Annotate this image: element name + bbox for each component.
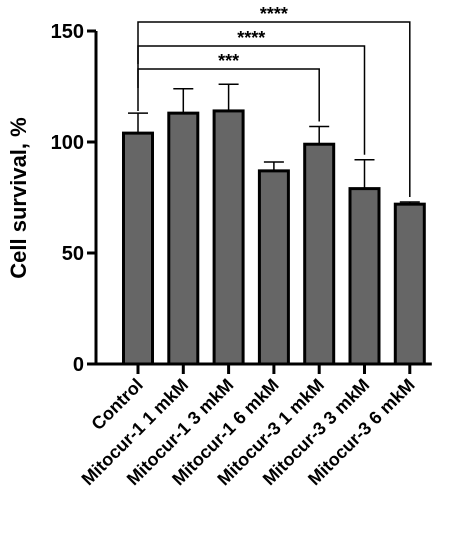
bar-6: [393, 202, 426, 366]
y-tick-label-150: 150: [51, 21, 84, 43]
significance-label-1: ****: [237, 28, 265, 48]
bar-0: [122, 131, 154, 366]
bar-2: [212, 109, 245, 366]
significance-bracket-0: [137, 68, 320, 122]
bar-5: [348, 187, 381, 366]
significance-bracket-2: [137, 21, 411, 197]
bar-1: [167, 111, 200, 366]
bar-4: [303, 142, 336, 366]
chart-significance: [137, 21, 411, 197]
significance-label-2: ****: [260, 4, 288, 24]
significance-label-0: ***: [218, 51, 239, 71]
chart-error-bars: [128, 83, 420, 205]
y-tick-label-100: 100: [51, 132, 84, 154]
bar-3: [257, 169, 290, 366]
significance-bracket-1: [137, 45, 366, 155]
y-tick-label-50: 50: [62, 243, 84, 265]
chart-bars: [122, 109, 426, 366]
y-axis-title: Cell survival, %: [6, 117, 31, 278]
y-tick-label-0: 0: [73, 354, 84, 376]
